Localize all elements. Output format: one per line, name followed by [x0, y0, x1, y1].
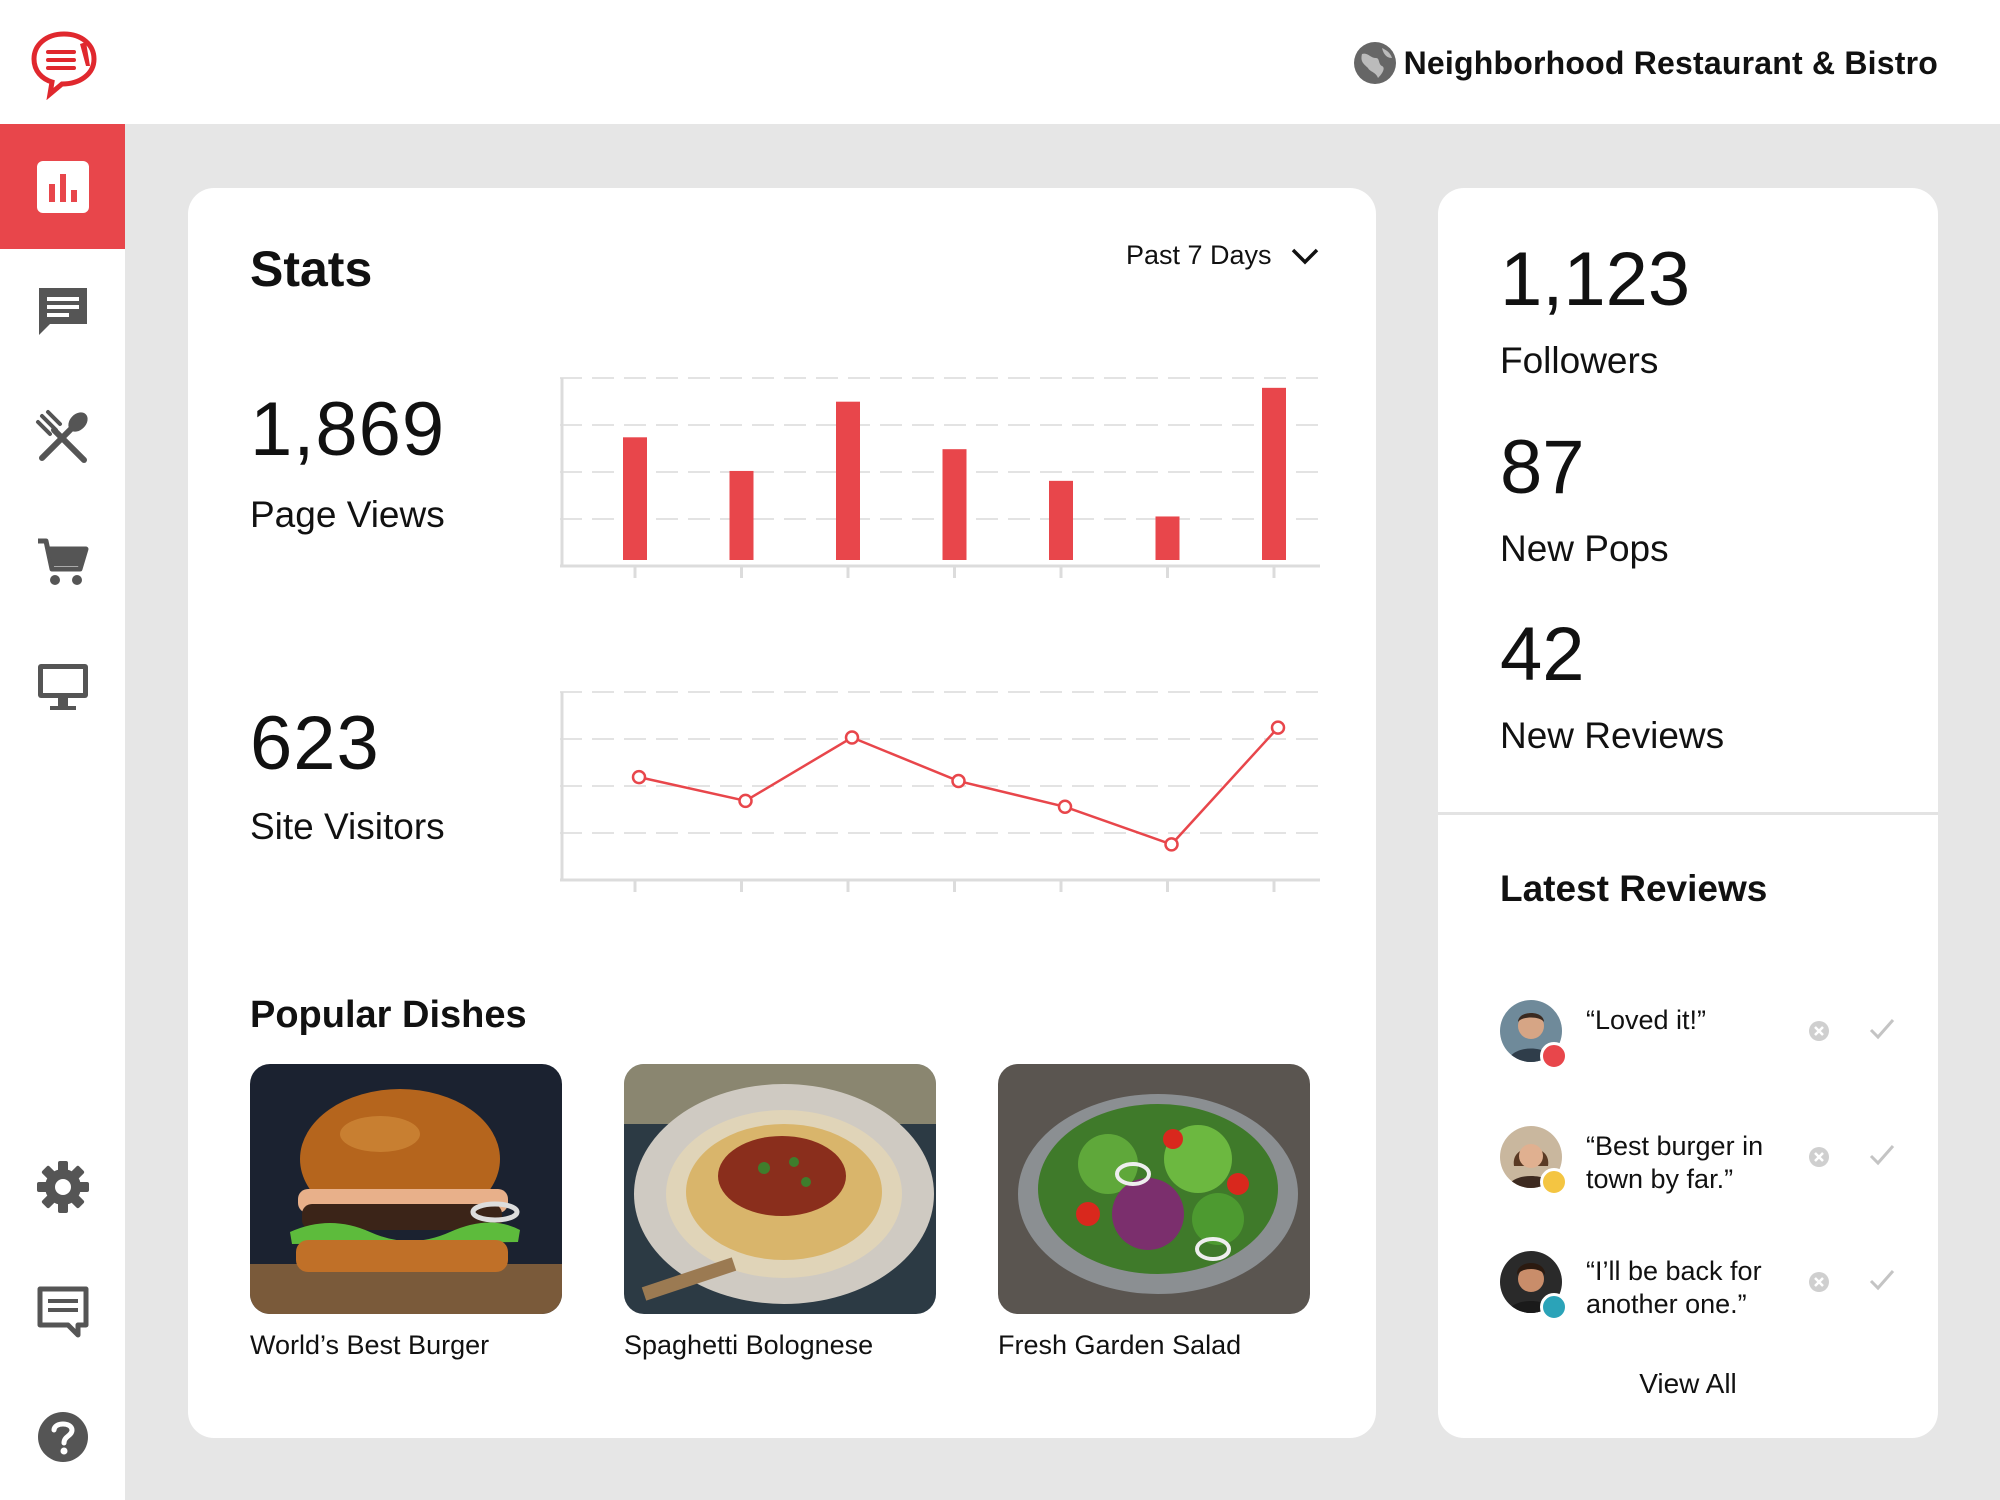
heart-icon: [1540, 1042, 1568, 1070]
site-visitors-value: 623: [250, 701, 380, 786]
help-icon: [37, 1411, 88, 1462]
latest-reviews-title: Latest Reviews: [1500, 868, 1768, 909]
page-views-value: 1,869: [250, 387, 446, 472]
approve-check-icon[interactable]: [1868, 1142, 1896, 1168]
sidebar-item-settings[interactable]: [0, 1124, 125, 1249]
dismiss-icon[interactable]: [1808, 1271, 1830, 1293]
sidebar: [0, 124, 125, 1500]
data-point: [1270, 720, 1286, 735]
bar: [623, 437, 647, 560]
sidebar-item-help[interactable]: [0, 1374, 125, 1499]
approve-check-icon[interactable]: [1868, 1267, 1896, 1293]
dish-image-salad: [998, 1064, 1310, 1314]
data-point: [844, 730, 860, 745]
utensils-icon: [35, 409, 88, 463]
gear-icon: [36, 1160, 89, 1213]
dish-card-spaghetti[interactable]: Spaghetti Bolognese: [624, 1064, 936, 1361]
date-range-select[interactable]: Past 7 Days: [1126, 240, 1320, 271]
bar: [729, 470, 754, 560]
review-item: “Best burger in town by far.”: [1500, 1126, 1900, 1206]
data-point: [631, 769, 647, 785]
dish-name-salad: Fresh Garden Salad: [998, 1330, 1242, 1360]
page-views-bar-chart: [560, 377, 1320, 578]
bar: [836, 401, 860, 560]
sidebar-item-stats[interactable]: [0, 124, 125, 249]
dismiss-icon[interactable]: [1808, 1020, 1830, 1042]
followers-label: Followers: [1500, 340, 1659, 381]
bar: [942, 449, 967, 560]
new-reviews-value: 42: [1500, 612, 1585, 697]
dish-card-burger[interactable]: World’s Best Burger: [250, 1064, 562, 1361]
burger-image: [250, 1064, 562, 1314]
summary-card: 1,123 Followers 87 New Pops 42 New Revie…: [1438, 188, 1938, 1438]
date-range-label: Past 7 Days: [1126, 240, 1272, 270]
divider: [1438, 812, 1938, 815]
bar: [1155, 516, 1180, 560]
new-reviews-label: New Reviews: [1500, 715, 1725, 756]
bar: [1049, 480, 1073, 560]
dish-name-burger: World’s Best Burger: [250, 1330, 490, 1360]
thumbs-up-icon: [1540, 1168, 1568, 1196]
data-point: [738, 793, 753, 809]
review-item: “Loved it!”: [1500, 1000, 1900, 1080]
view-all-link[interactable]: View All: [1639, 1368, 1737, 1399]
dish-image-spaghetti: [624, 1064, 936, 1314]
dismiss-icon[interactable]: [1808, 1146, 1830, 1168]
dish-image-burger: [250, 1064, 562, 1314]
review-item: “I’ll be back for another one.”: [1500, 1251, 1900, 1331]
bar: [1262, 387, 1286, 560]
review-quote: “Loved it!”: [1586, 1005, 1707, 1035]
sidebar-item-messages[interactable]: [0, 249, 125, 374]
review-quote: “Best burger in town by far.”: [1586, 1131, 1764, 1194]
bar-chart-icon: [36, 160, 89, 213]
dish-name-spaghetti: Spaghetti Bolognese: [624, 1330, 874, 1360]
new-pops-label: New Pops: [1500, 528, 1669, 569]
page-views-chart: [560, 368, 1320, 578]
monitor-icon: [37, 663, 88, 710]
feedback-icon: [37, 1286, 88, 1337]
chat-menu-logo-icon[interactable]: [28, 28, 100, 100]
followers-value: 1,123: [1500, 237, 1691, 322]
new-pops-value: 87: [1500, 425, 1585, 510]
top-bar: Neighborhood Restaurant & Bistro: [0, 0, 2000, 124]
sidebar-item-menu[interactable]: [0, 374, 125, 499]
review-quote: “I’ll be back for another one.”: [1586, 1256, 1762, 1319]
popular-dishes-title: Popular Dishes: [250, 994, 527, 1036]
salad-image: [998, 1064, 1310, 1314]
data-point: [951, 773, 966, 789]
calendar-icon: [1540, 1293, 1568, 1321]
dish-card-salad[interactable]: Fresh Garden Salad: [998, 1064, 1310, 1361]
approve-check-icon[interactable]: [1868, 1016, 1896, 1042]
site-visitors-line-chart: [560, 691, 1320, 892]
chevron-down-icon: [1291, 248, 1318, 264]
page-views-label: Page Views: [250, 494, 445, 535]
stats-card: Stats Past 7 Days 1,869 Page Views 623 S…: [188, 188, 1376, 1438]
site-visitors-label: Site Visitors: [250, 806, 445, 847]
sidebar-item-feedback[interactable]: [0, 1249, 125, 1374]
sidebar-item-orders[interactable]: [0, 499, 125, 624]
restaurant-name: Neighborhood Restaurant & Bistro: [1403, 45, 1938, 81]
spaghetti-image: [624, 1064, 936, 1314]
cart-icon: [37, 538, 88, 585]
stats-title: Stats: [250, 241, 373, 297]
data-point: [1057, 799, 1073, 815]
sidebar-item-display[interactable]: [0, 624, 125, 749]
globe-icon[interactable]: [1352, 40, 1398, 86]
site-visitors-chart: [560, 682, 1320, 892]
message-icon: [38, 287, 87, 335]
data-point: [1164, 837, 1179, 852]
